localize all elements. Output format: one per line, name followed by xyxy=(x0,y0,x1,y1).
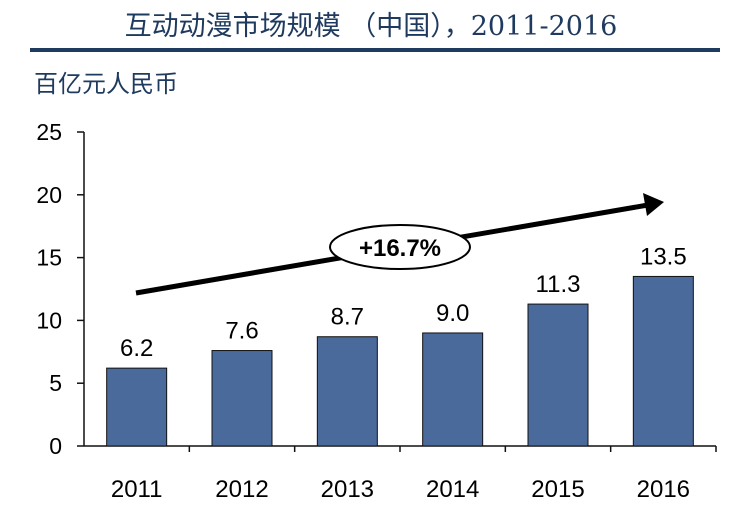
x-tick-label: 2013 xyxy=(321,476,374,503)
bar-value-label: 9.0 xyxy=(436,300,469,327)
y-tick-label: 0 xyxy=(49,433,62,459)
cagr-label: +16.7% xyxy=(359,235,441,262)
bar xyxy=(422,332,484,447)
y-tick-label: 25 xyxy=(36,119,62,145)
bar-value-label: 13.5 xyxy=(640,243,687,270)
bar xyxy=(106,367,168,447)
title-divider xyxy=(30,48,720,52)
y-tick-label: 15 xyxy=(36,245,62,271)
bar xyxy=(632,275,694,447)
x-tick-label: 2012 xyxy=(215,476,268,503)
bar-value-label: 6.2 xyxy=(120,335,153,362)
x-tick-label: 2016 xyxy=(637,476,690,503)
unit-label: 百亿元人民币 xyxy=(34,70,178,98)
bar xyxy=(316,336,378,447)
cagr-ellipse xyxy=(329,224,471,270)
growth-arrow-head xyxy=(643,193,664,216)
chart-title: 互动动漫市场规模 （中国），2011-2016 xyxy=(124,11,618,42)
bar xyxy=(527,303,589,447)
x-tick-label: 2014 xyxy=(426,476,479,503)
x-tick-label: 2011 xyxy=(111,476,163,503)
bar-value-label: 7.6 xyxy=(225,318,258,345)
bar xyxy=(211,350,273,447)
bar-value-label: 8.7 xyxy=(331,304,364,331)
x-tick-label: 2015 xyxy=(531,476,584,503)
y-tick-label: 5 xyxy=(49,370,62,396)
y-tick-label: 10 xyxy=(36,307,62,333)
y-tick-label: 20 xyxy=(36,182,62,208)
bar-value-label: 11.3 xyxy=(536,271,581,298)
